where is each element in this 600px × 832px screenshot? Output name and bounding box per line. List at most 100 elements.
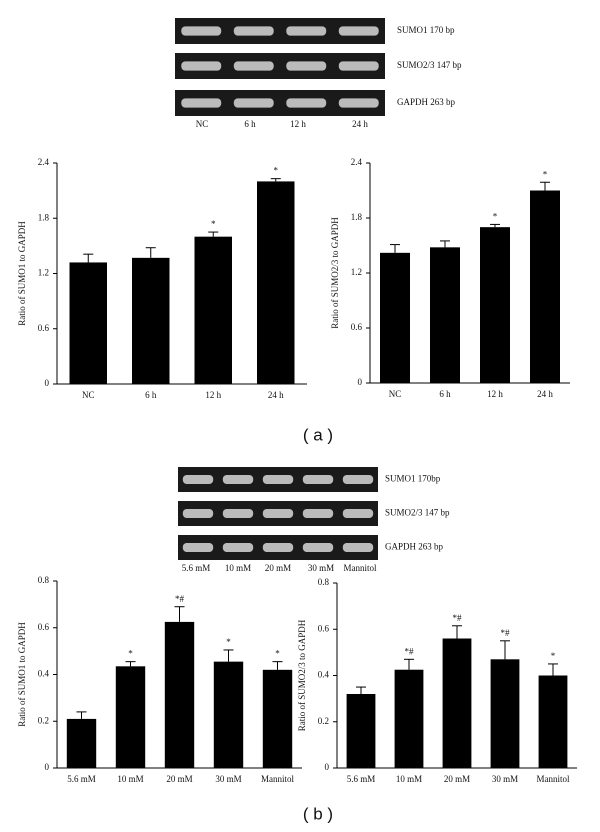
x-tick-label: 6 h (439, 389, 451, 399)
y-tick-label: 2.4 (38, 157, 50, 167)
gel-band (338, 61, 379, 71)
significance-label: * (551, 651, 556, 661)
bar (490, 659, 520, 768)
error-bar (83, 253, 94, 263)
gel-band (342, 543, 374, 552)
y-tick-label: 1.8 (38, 212, 50, 222)
error-bar (76, 711, 87, 719)
error-bar (270, 178, 281, 182)
gel-band (181, 98, 222, 108)
gel-band (222, 509, 254, 518)
lane-label: 24 h (352, 119, 368, 129)
lane-label: 10 mM (225, 563, 251, 573)
bar (132, 257, 170, 384)
y-axis-label: Ratio of SUMO2/3 to GAPDH (330, 217, 340, 329)
y-tick-label: 0.8 (38, 575, 50, 585)
bar (442, 638, 472, 768)
y-tick-label: 0.2 (318, 716, 329, 726)
bar (394, 669, 424, 768)
x-tick-label: 5.6 mM (67, 774, 96, 784)
gel-band (181, 61, 222, 71)
significance-label: *# (501, 628, 511, 638)
lane-label: 5.6 mM (182, 563, 211, 573)
significance-label: * (543, 169, 548, 179)
gel-band (233, 26, 274, 36)
band-label: SUMO2/3 147 bp (397, 60, 462, 70)
error-bar (548, 663, 558, 676)
bar (262, 669, 293, 768)
x-tick-label: NC (389, 389, 402, 399)
y-tick-label: 0.2 (38, 715, 49, 725)
bar (69, 262, 107, 384)
y-tick-label: 0.6 (318, 623, 330, 633)
x-tick-label: 12 h (205, 390, 221, 400)
bar (115, 666, 146, 768)
bar (530, 190, 560, 383)
x-tick-label: 12 h (487, 389, 503, 399)
y-tick-label: 0.4 (318, 670, 330, 680)
bar (213, 661, 244, 768)
y-tick-label: 0.6 (38, 323, 50, 333)
bar (164, 621, 195, 768)
significance-label: *# (453, 613, 463, 623)
gel-band (233, 98, 274, 108)
significance-label: * (211, 219, 216, 229)
lane-label: NC (196, 119, 209, 129)
x-tick-label: Mannitol (261, 774, 294, 784)
gel-band (286, 26, 327, 36)
y-tick-label: 2.4 (351, 157, 363, 167)
gel-band (342, 509, 374, 518)
bar (66, 718, 97, 768)
gel-band (262, 543, 294, 552)
error-bar (223, 649, 234, 662)
x-tick-label: 24 h (537, 389, 553, 399)
gel-band (181, 26, 222, 36)
panel-label: ( b ) (303, 804, 333, 823)
gel-band (302, 509, 334, 518)
band-label: SUMO1 170bp (385, 474, 441, 484)
lane-label: 6 h (244, 119, 256, 129)
error-bar (452, 625, 462, 639)
error-bar (440, 240, 450, 248)
gel-band (338, 98, 379, 108)
x-tick-label: 20 mM (444, 774, 470, 784)
significance-label: * (275, 649, 280, 659)
y-tick-label: 0 (45, 762, 50, 772)
significance-label: * (128, 649, 133, 659)
lane-label: 30 mM (308, 563, 334, 573)
significance-label: *# (175, 594, 185, 604)
bar (380, 252, 410, 383)
error-bar (490, 223, 500, 228)
x-tick-label: 30 mM (492, 774, 518, 784)
y-tick-label: 1.2 (38, 268, 49, 278)
error-bar (272, 661, 283, 670)
error-bar (356, 686, 366, 694)
bar (346, 694, 376, 768)
x-tick-label: NC (82, 390, 95, 400)
x-tick-label: 24 h (268, 390, 284, 400)
y-tick-label: 0.8 (318, 577, 330, 587)
gel-band (302, 475, 334, 484)
lane-label: 20 mM (265, 563, 291, 573)
x-tick-label: 30 mM (215, 774, 241, 784)
error-bar (174, 606, 185, 622)
gel-band (222, 475, 254, 484)
error-bar (208, 231, 219, 237)
gel-band (262, 509, 294, 518)
y-axis-label: Ratio of SUMO2/3 to GAPDH (297, 619, 307, 731)
gel-band (182, 509, 214, 518)
x-tick-label: 10 mM (117, 774, 143, 784)
bar (430, 247, 460, 383)
bar (538, 675, 568, 768)
y-tick-label: 0.6 (38, 622, 50, 632)
error-bar (404, 658, 414, 670)
gel-band (262, 475, 294, 484)
panel-label: ( a ) (303, 425, 333, 444)
y-axis-label: Ratio of SUMO1 to GAPDH (17, 622, 27, 727)
band-label: SUMO2/3 147 bp (385, 508, 450, 518)
band-label: SUMO1 170 bp (397, 25, 455, 35)
lane-label: 12 h (290, 119, 306, 129)
band-label: GAPDH 263 bp (385, 542, 444, 552)
error-bar (390, 244, 400, 253)
